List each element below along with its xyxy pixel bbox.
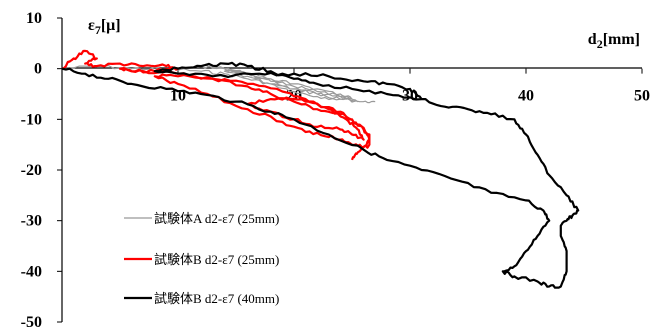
legend-label-3: 試験体B d2-ε7 (40mm) <box>154 291 279 306</box>
y-tick-label: -20 <box>21 162 42 179</box>
y-tick-label: -30 <box>21 213 42 230</box>
x-tick-label: 40 <box>518 88 534 105</box>
y-tick-label: -10 <box>21 111 42 128</box>
legend-label-1: 試験体A d2-ε7 (25mm) <box>154 211 279 226</box>
y-ticks: 10 0 -10 -20 -30 -40 -50 <box>21 10 62 331</box>
x-tick-label: 50 <box>634 88 650 105</box>
y-axis-label: ε7[μ] <box>88 17 121 37</box>
x-axis-label: d2[mm] <box>588 31 640 51</box>
axes <box>61 18 642 322</box>
series-layer <box>61 49 580 289</box>
y-tick-label: 0 <box>34 61 42 78</box>
y-tick-label: -40 <box>21 263 42 280</box>
y-tick-label: 10 <box>26 10 42 27</box>
y-tick-label: -50 <box>21 314 42 329</box>
legend-label-2: 試験体B d2-ε7 (25mm) <box>154 252 279 267</box>
series-line-3 <box>61 61 580 289</box>
legend: 試験体A d2-ε7 (25mm) 試験体B d2-ε7 (25mm) 試験体B d… <box>124 211 279 306</box>
